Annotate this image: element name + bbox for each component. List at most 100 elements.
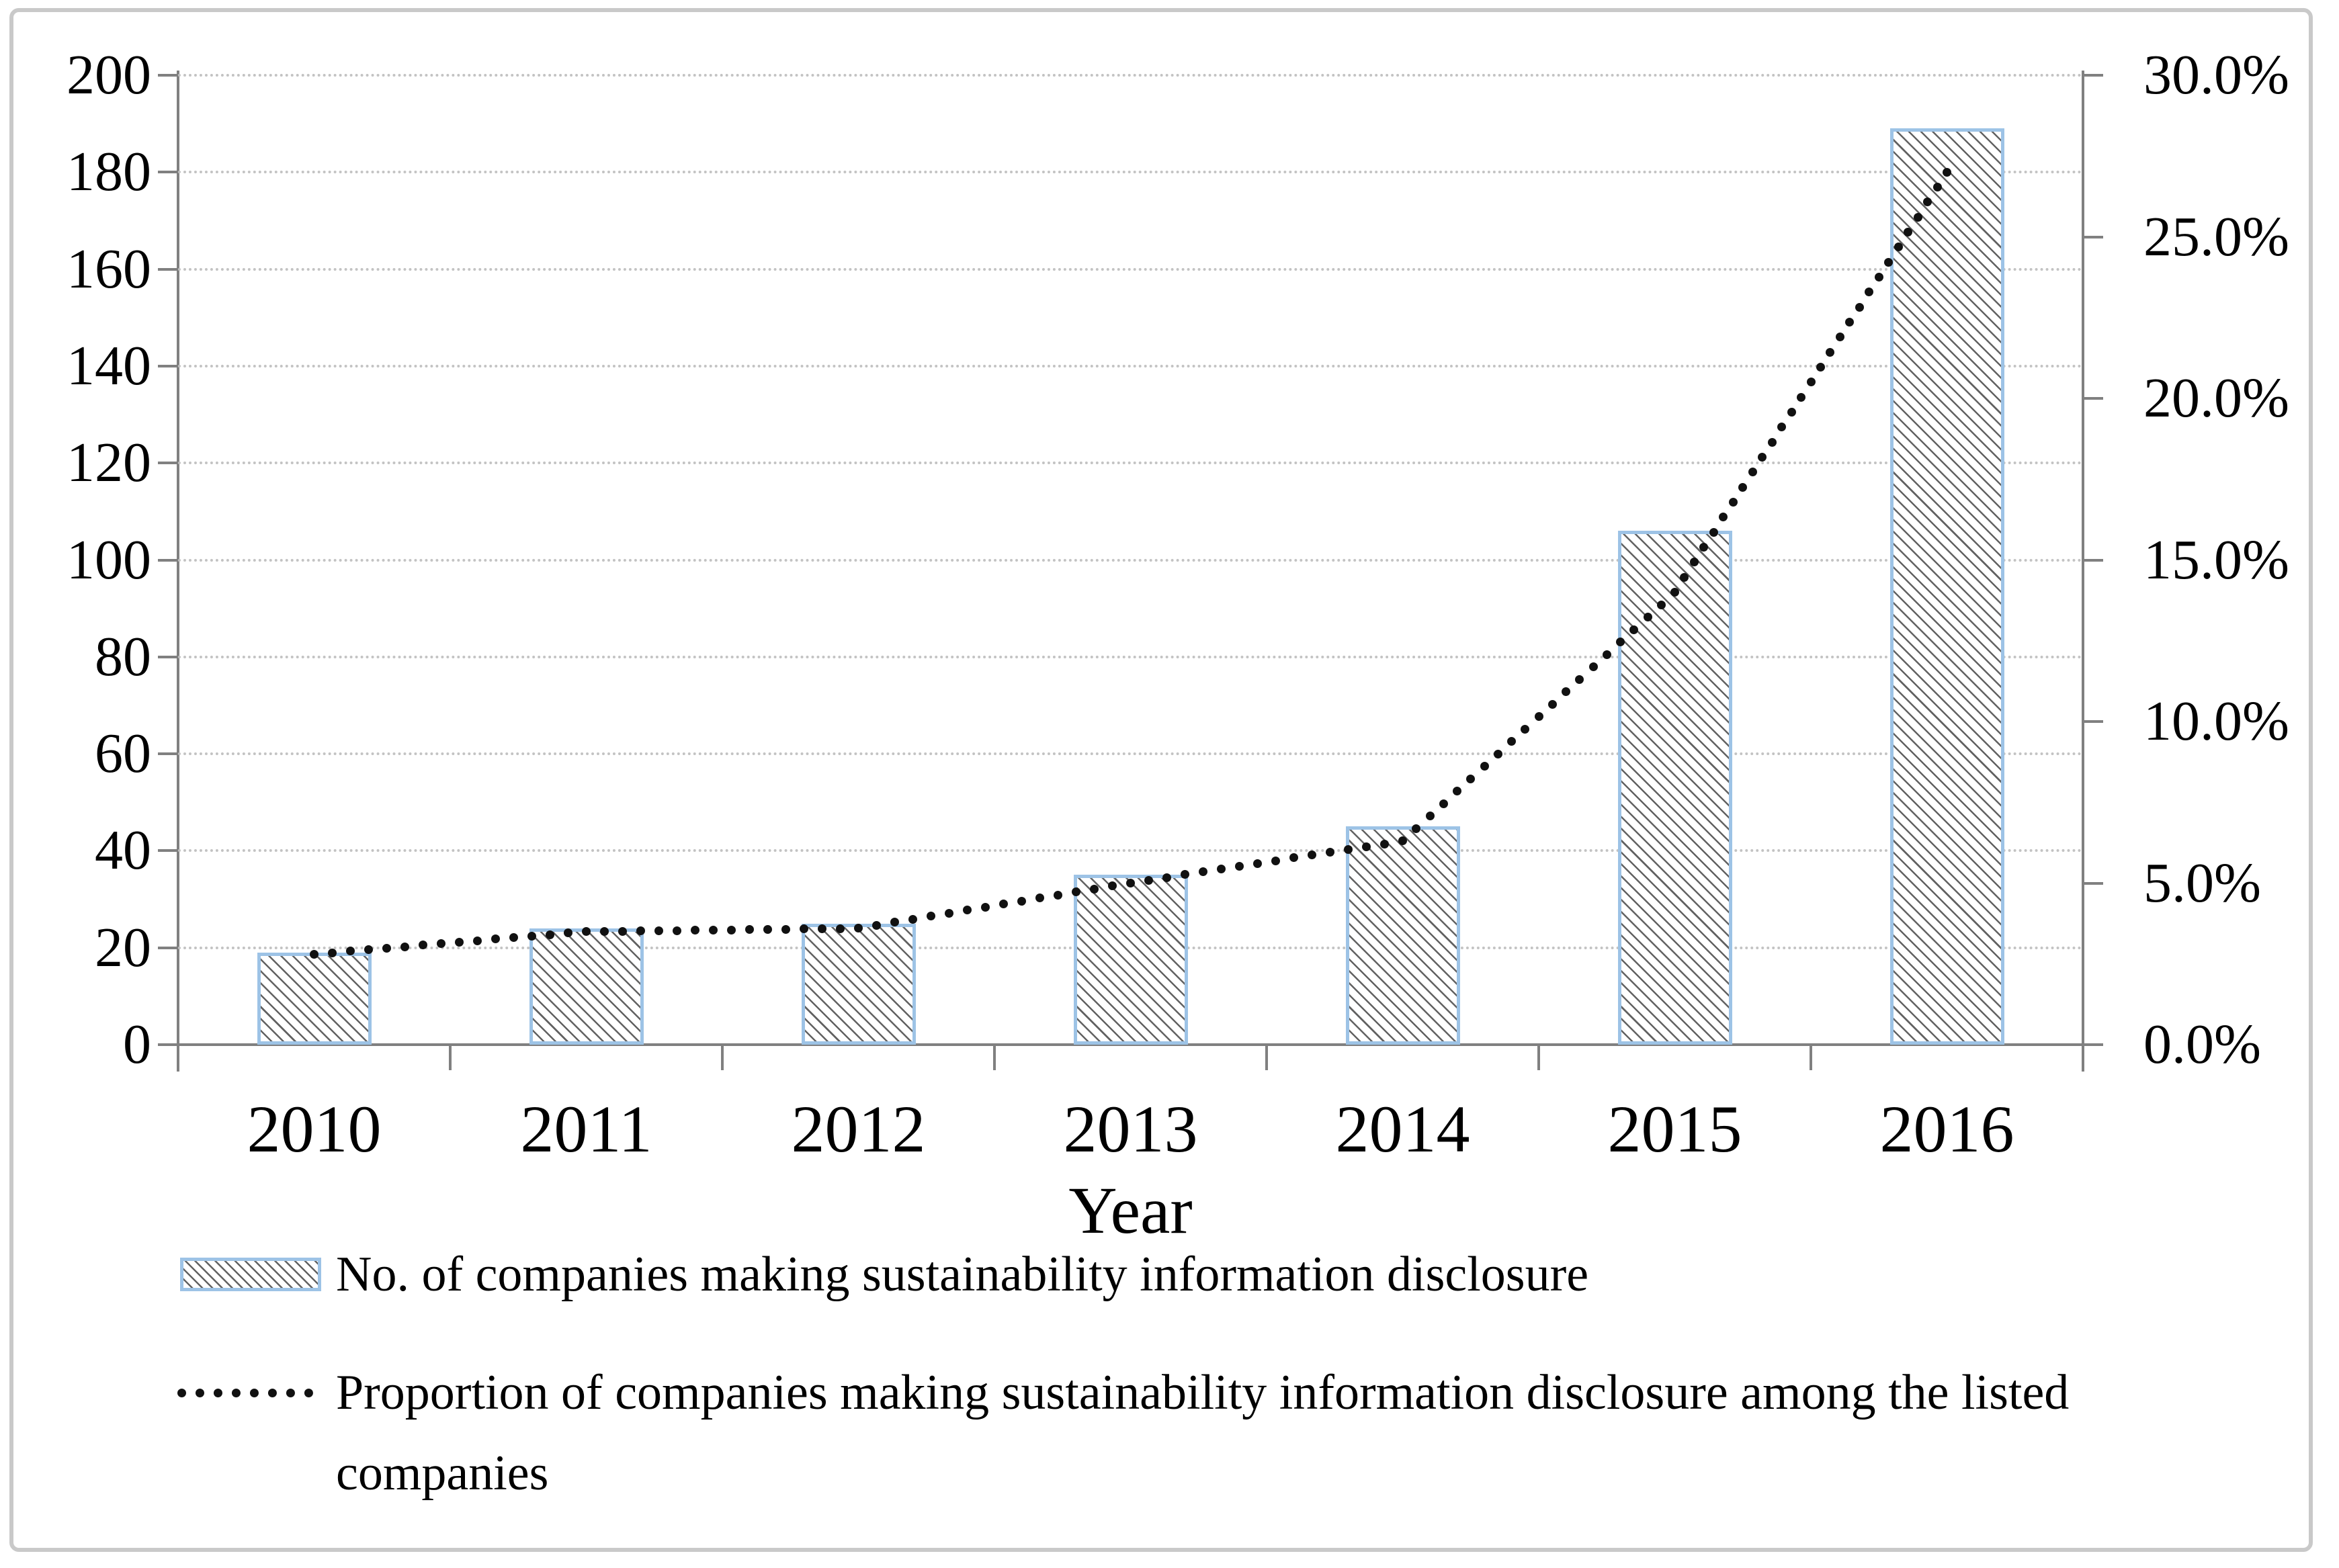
line-dot [1884,257,1894,267]
line-dot [1072,887,1080,897]
line-dot [1643,613,1652,622]
line-dot [1806,378,1816,387]
line-dot [1493,749,1502,758]
right-axis-line [2082,71,2084,1072]
line-dot [546,930,554,939]
gridline-120 [178,462,2083,465]
line-dot [963,906,972,915]
line-dot [1199,867,1207,877]
line-dot [1855,302,1864,312]
left-tick-120 [158,462,178,465]
line-dot [1126,879,1135,887]
line-dot [673,926,681,935]
line-dot [709,925,718,934]
bar-2011 [529,928,644,1045]
left-tick-60 [158,752,178,756]
line-dot [1874,273,1883,282]
line-dot [1629,625,1639,634]
left-tick-0 [158,1043,178,1046]
left-tick-160 [158,267,178,271]
line-dot [636,926,645,936]
x-axis-tick-0 [177,1045,179,1070]
left-axis-label-40: 40 [95,819,151,882]
line-dot [890,918,899,927]
line-dot [437,939,445,949]
right-axis-label-30.0%: 30.0% [2143,44,2289,106]
gridline-200 [178,74,2083,77]
gridline-40 [178,849,2083,853]
line-dot [1845,318,1855,327]
line-dot [618,926,627,936]
legend-label-line: Proportion of companies making sustainab… [336,1365,2070,1501]
line-dot [1894,243,1903,252]
line-dot [872,920,881,930]
line-dot [1923,198,1932,207]
line-dot [1439,799,1448,808]
left-axis-label-0: 0 [123,1013,151,1076]
right-tick-15.0% [2083,558,2103,562]
line-dot [945,908,953,918]
gridline-80 [178,655,2083,658]
legend-label-bars: No. of companies making sustainability i… [336,1247,1589,1302]
x-axis-title: Year [1068,1173,1193,1248]
line-dot [1547,699,1557,709]
right-axis-label-15.0%: 15.0% [2143,528,2289,591]
left-tick-40 [158,849,178,853]
line-dot [473,936,482,945]
x-axis-label-2014: 2014 [1335,1092,1470,1166]
line-dot [382,943,391,953]
line-dot [1865,288,1874,297]
left-axis-label-180: 180 [67,140,151,204]
line-dot [455,937,464,947]
line-dot [1362,842,1371,851]
bar-2014 [1345,826,1460,1045]
x-axis-tick-1 [449,1045,452,1070]
right-axis-label-5.0%: 5.0% [2143,851,2261,914]
legend-bar-swatch-icon [180,1258,321,1291]
bar-2012 [801,923,916,1045]
line-dot [1913,212,1922,222]
bar-2015 [1617,531,1732,1045]
left-axis-line [177,71,179,1072]
line-dot [1689,558,1699,567]
line-dot [1425,812,1435,821]
line-dot [691,926,699,935]
x-axis-label-2010: 2010 [247,1092,382,1166]
line-dot [1709,527,1718,537]
line-dot [400,942,409,951]
line-dot [1777,423,1787,432]
line-dot [927,912,935,921]
left-axis-label-100: 100 [67,528,151,591]
left-tick-180 [158,171,178,174]
line-dot [1728,498,1738,507]
x-axis-line [178,1043,2086,1046]
left-tick-20 [158,946,178,949]
line-dot [600,926,609,936]
gridline-180 [178,171,2083,174]
line-dot [1035,894,1044,903]
left-axis-label-200: 200 [67,44,151,106]
line-dot [1588,662,1598,672]
line-dot [1767,437,1777,447]
right-axis-label-20.0%: 20.0% [2143,367,2289,429]
line-dot [509,933,518,943]
line-dot [1534,712,1543,722]
left-axis-label-160: 160 [67,237,151,300]
line-dot [1453,787,1461,796]
line-dot [908,914,917,924]
line-dot [1719,513,1728,522]
right-axis-label-0.0%: 0.0% [2143,1013,2261,1076]
x-axis-tick-4 [1265,1045,1268,1070]
x-axis-tick-3 [993,1045,996,1070]
line-dot [310,949,318,959]
line-dot [1602,650,1611,659]
line-dot [1943,167,1951,177]
right-tick-5.0% [2083,881,2103,885]
line-dot [1054,890,1062,900]
line-dot [854,924,863,933]
line-dot [1656,600,1666,609]
line-dot [1507,737,1516,746]
right-tick-20.0% [2083,397,2103,400]
line-dot [1758,453,1767,462]
